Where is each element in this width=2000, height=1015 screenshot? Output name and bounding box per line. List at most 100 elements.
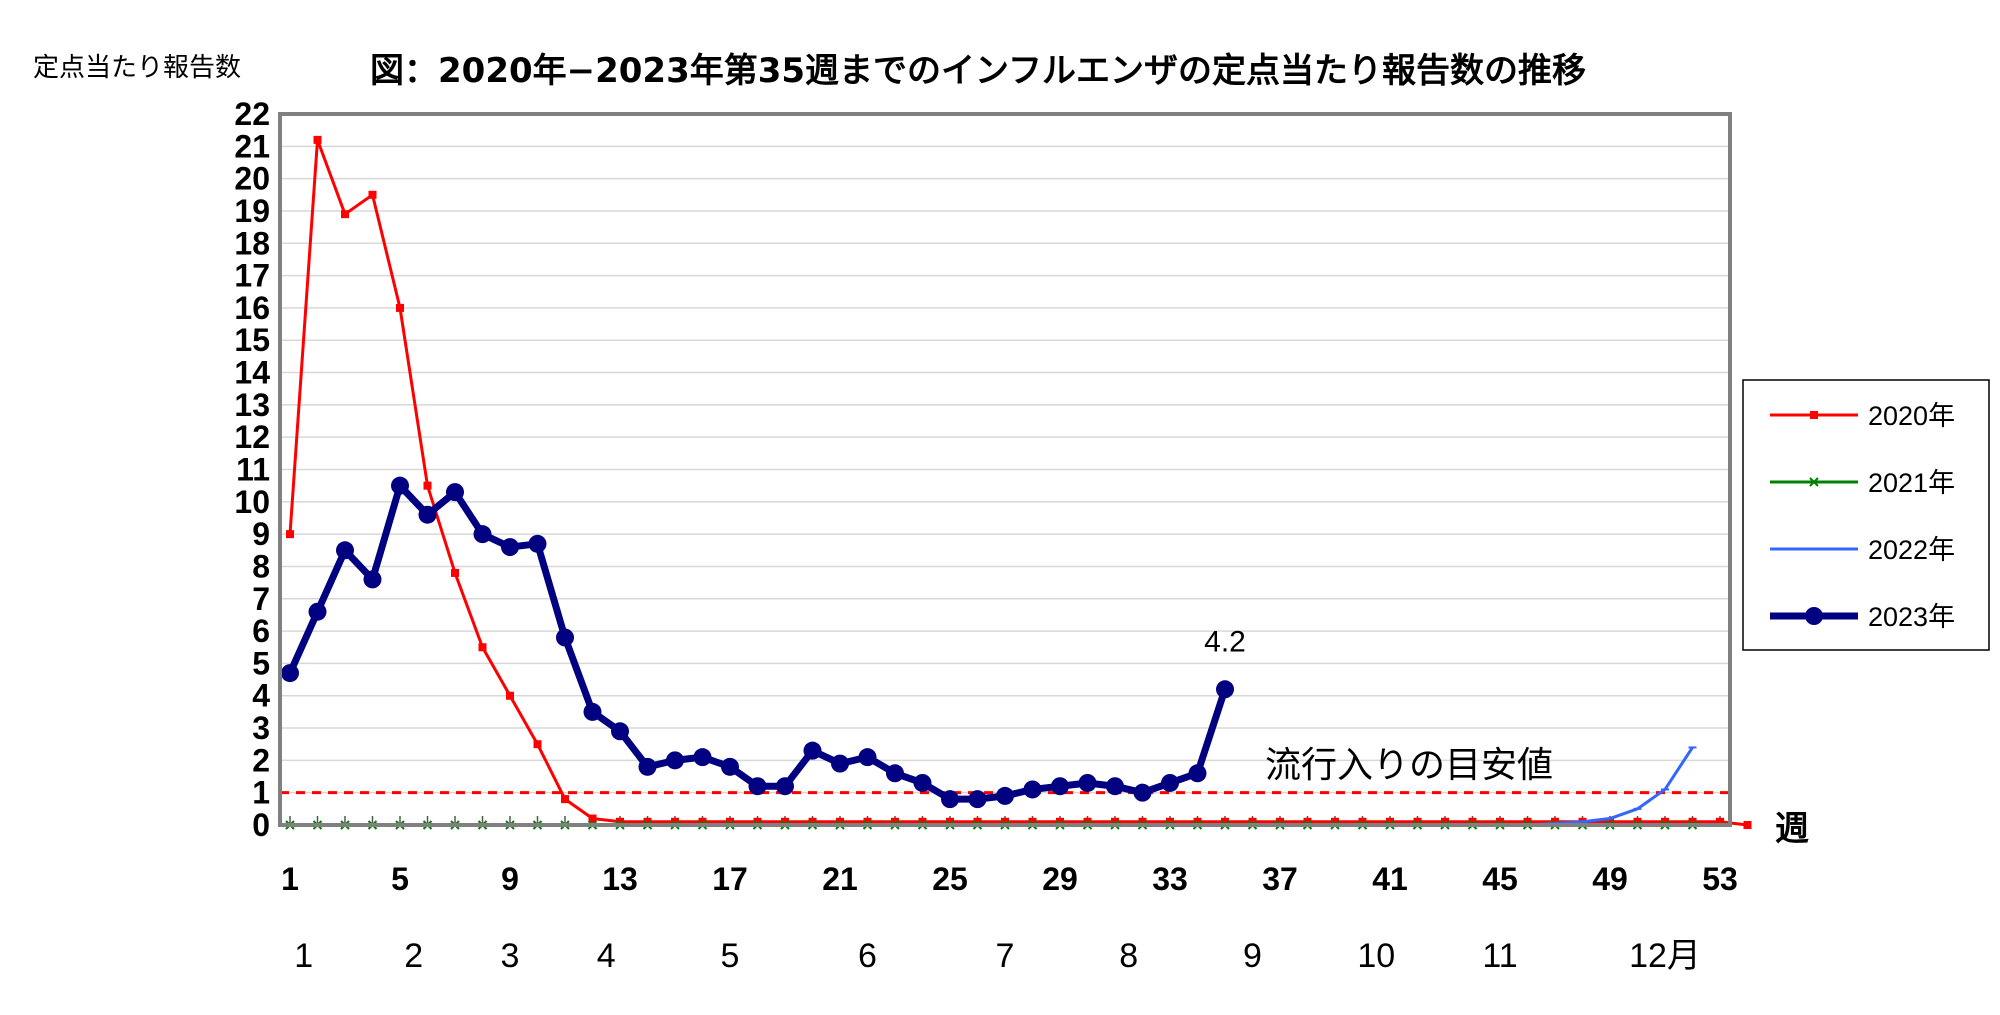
data-point-2020年	[671, 817, 679, 826]
data-point-2023年	[528, 534, 547, 553]
data-point-2020年	[1331, 817, 1339, 826]
month-label: 12月	[1629, 937, 1701, 975]
data-point-2020年	[1166, 817, 1174, 826]
month-label: 6	[858, 937, 877, 975]
x-tick-labels: 1 5 9 13 17 21 25 29 33 37 41 45 49 53	[281, 861, 1738, 897]
legend-item: 2022年	[1770, 535, 1955, 565]
data-point-2023年	[886, 764, 904, 783]
y-tick-label: 1	[252, 775, 270, 811]
data-point-2020年	[1358, 817, 1367, 826]
y-tick-label: 20	[234, 161, 270, 197]
data-point-2020年	[1633, 817, 1642, 826]
data-point-2023年	[1078, 773, 1097, 792]
data-point-2020年	[808, 817, 817, 826]
data-point-2020年	[396, 303, 404, 312]
y-tick-label: 15	[234, 322, 270, 358]
data-point-2020年	[918, 817, 927, 826]
data-point-2020年	[1441, 817, 1449, 826]
data-point-2020年	[616, 817, 624, 826]
data-point-2020年	[1303, 817, 1312, 826]
data-point-2023年	[803, 741, 822, 760]
data-point-2023年	[1216, 680, 1234, 699]
data-point-2020年	[588, 814, 597, 823]
data-point-2023年	[281, 664, 299, 683]
data-point-2020年	[946, 817, 954, 826]
x-tick-label: 37	[1262, 861, 1298, 897]
x-tick-label: 33	[1152, 861, 1188, 897]
data-point-2023年	[721, 757, 739, 776]
data-point-2020年	[1386, 817, 1394, 826]
x-tick-label: 17	[712, 861, 748, 897]
gridlines	[280, 113, 1730, 827]
legend-item: 2021年	[1770, 468, 1955, 498]
legend-label: 2020年	[1868, 401, 1955, 431]
data-point-2023年	[1133, 783, 1152, 802]
data-point-2023年	[1051, 777, 1069, 796]
y-tick-label: 17	[234, 258, 270, 294]
chart-title: 図：2020年−2023年第35週までのインフルエンザの定点当たり報告数の推移	[370, 51, 1586, 91]
y-tick-label: 13	[234, 387, 270, 423]
x-axis-title: 週	[1775, 809, 1809, 849]
data-point-2023年	[1023, 780, 1042, 799]
data-point-2023年	[941, 790, 959, 809]
data-point-2020年	[726, 817, 734, 826]
x-tick-label: 21	[822, 861, 858, 897]
y-axis-title: 定点当たり報告数	[33, 53, 241, 83]
data-point-2023年	[913, 773, 932, 792]
plot-frame	[278, 112, 1732, 827]
data-point-2020年	[1716, 817, 1724, 826]
legend-label: 2021年	[1868, 468, 1955, 498]
legend-box	[1742, 379, 1990, 651]
x-tick-label: 53	[1702, 861, 1738, 897]
data-point-2020年	[561, 795, 569, 804]
data-point-2020年	[1606, 817, 1614, 826]
y-tick-label: 11	[236, 452, 270, 488]
data-point-2020年	[1523, 817, 1532, 826]
data-point-2020年	[1496, 817, 1504, 826]
x-tick-label: 29	[1042, 861, 1078, 897]
data-point-2023年	[1161, 773, 1179, 792]
y-tick-label: 16	[234, 290, 270, 326]
data-point-2023年	[666, 751, 684, 770]
x-tick-label: 49	[1592, 861, 1628, 897]
data-point-2020年	[1413, 817, 1422, 826]
y-tick-label: 14	[234, 355, 270, 391]
data-point-2020年	[1193, 817, 1202, 826]
data-point-2023年	[473, 525, 492, 544]
data-point-2020年	[1688, 817, 1697, 826]
data-point-2020年	[313, 135, 322, 144]
y-tick-label: 3	[252, 710, 270, 746]
y-tick-label: 18	[234, 225, 270, 261]
x-tick-label: 45	[1482, 861, 1518, 897]
y-tick-label: 7	[252, 581, 270, 617]
x-tick-label: 13	[602, 861, 638, 897]
data-point-2020年	[1138, 817, 1147, 826]
month-label: 5	[721, 937, 740, 975]
data-point-2021年	[1809, 477, 1819, 487]
data-point-2023年	[858, 748, 877, 767]
data-point-2023年	[308, 602, 327, 621]
data-point-2020年	[506, 691, 514, 700]
data-point-2023年	[418, 505, 437, 524]
x-tick-label: 9	[501, 861, 519, 897]
data-point-2020年	[341, 210, 349, 219]
data-point-2020年	[1028, 817, 1037, 826]
data-point-2020年	[1111, 817, 1119, 826]
y-tick-label: 19	[234, 193, 270, 229]
data-point-2020年	[1083, 817, 1092, 826]
series-2020年	[286, 135, 1752, 829]
data-point-2020年	[753, 817, 762, 826]
data-point-2020年	[836, 817, 844, 826]
series-line-2023年	[286, 482, 1229, 803]
legend-item: 2020年	[1770, 401, 1955, 431]
legend: 2020年 2021年 2022年 2023年	[1742, 379, 1990, 651]
month-label: 10	[1357, 937, 1395, 975]
data-point-2020年	[1056, 817, 1064, 826]
data-point-2020年	[368, 190, 377, 199]
data-point-2023年	[776, 777, 794, 796]
data-point-2023年	[968, 790, 987, 809]
data-point-2020年	[533, 740, 542, 749]
month-labels: 1 2 3 4 5 6 7 8 9 10 11 12月	[294, 937, 1701, 975]
